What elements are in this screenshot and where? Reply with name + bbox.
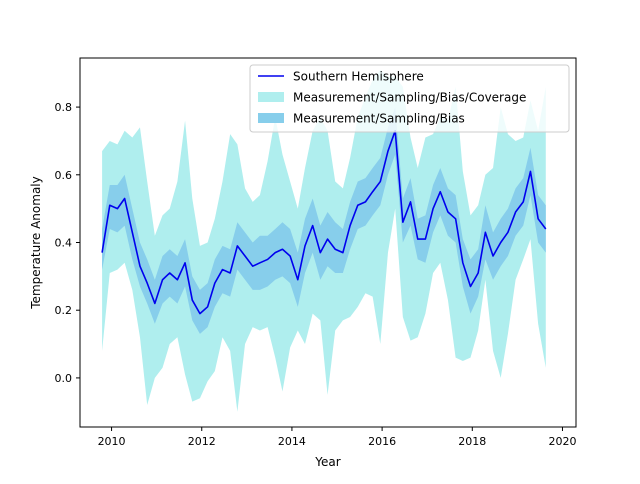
y-axis-label: Temperature Anomaly [29,176,43,309]
x-tick-label: 2014 [278,435,306,448]
legend-swatch-1 [258,92,284,102]
series-line-0 [101,129,547,315]
x-axis-label: Year [314,455,340,469]
x-tick-label: 2020 [548,435,576,448]
x-tick-label: 2012 [188,435,216,448]
x-tick-label: 2010 [98,435,126,448]
legend-label-1: Measurement/Sampling/Bias/Coverage [293,91,526,105]
lines-layer [101,129,547,315]
y-tick-label: 0.0 [55,372,73,385]
y-tick-label: 0.4 [55,237,73,250]
y-axis: 0.0 0.2 0.4 0.6 0.8 [55,101,80,385]
legend-label-2: Measurement/Sampling/Bias [293,112,465,126]
bands-layer [102,69,546,412]
legend-box [249,64,570,133]
x-axis: 2010 2012 2014 2016 2018 2020 [98,427,576,448]
y-tick-label: 0.6 [55,169,73,182]
legend-swatch-2 [258,113,284,123]
y-tick-label: 0.2 [55,304,73,317]
x-tick-label: 2016 [368,435,396,448]
legend: Southern Hemisphere Measurement/Sampling/… [249,64,570,133]
y-tick-label: 0.8 [55,101,73,114]
legend-label-0: Southern Hemisphere [293,70,424,84]
x-tick-label: 2018 [458,435,486,448]
band-1 [102,107,546,334]
